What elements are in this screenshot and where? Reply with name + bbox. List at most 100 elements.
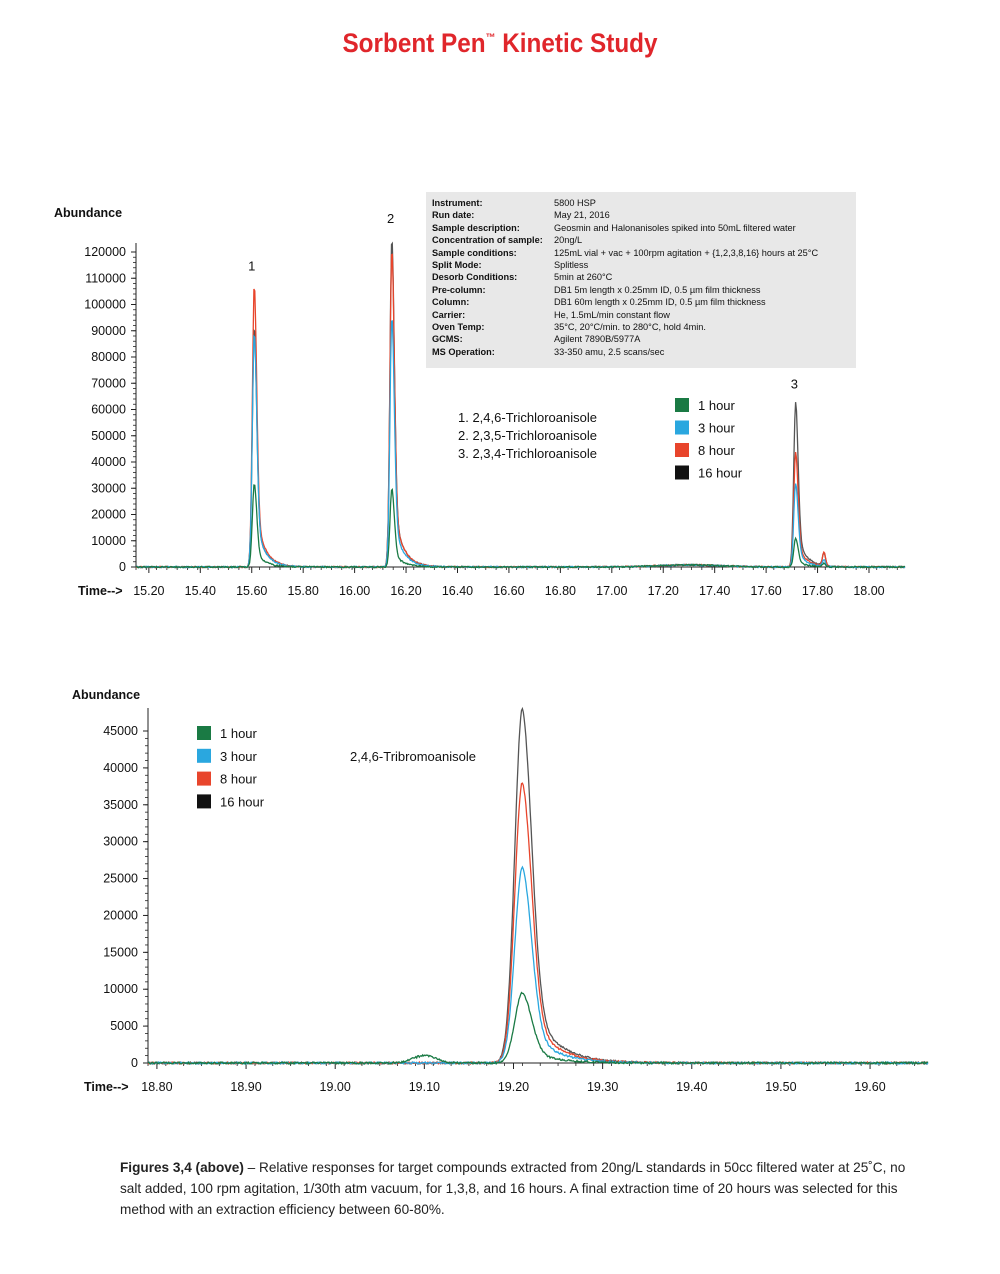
x-tick-label: 16.40: [442, 584, 473, 598]
legend-swatch: [675, 398, 689, 412]
x-tick-label: 18.90: [230, 1080, 261, 1094]
info-key: Concentration of sample:: [432, 235, 543, 246]
info-key: Column:: [432, 297, 470, 308]
info-row: Sample conditions: 125mL vial + vac + 100…: [426, 247, 856, 259]
y-tick-label: 30000: [91, 481, 126, 495]
y-tick-label: 20000: [103, 908, 138, 922]
info-value: Splitless: [554, 260, 589, 271]
info-key: Desorb Conditions:: [432, 272, 518, 283]
legend-swatch: [675, 465, 689, 480]
info-row: Pre-column: DB1 5m length x 0.25mm ID, 0.…: [426, 284, 856, 296]
y-tick-label: 35000: [103, 798, 138, 812]
y-tick-label: 80000: [91, 350, 126, 364]
x-tick-label: 19.00: [320, 1080, 351, 1094]
series-line-16-hour: [147, 706, 929, 1066]
info-row: MS Operation: 33-350 amu, 2.5 scans/sec: [426, 346, 856, 358]
caption-label: Figures 3,4 (above): [120, 1160, 244, 1175]
y-tick-label: 110000: [85, 271, 126, 285]
info-row: Run date: May 21, 2016: [426, 209, 856, 221]
chromatogram-trichloroanisoles: 0 10000 20000 30000 40000 50000 60000 70000 8000…: [54, 206, 906, 598]
x-tick-label: 16.60: [493, 584, 524, 598]
info-row: GCMS: Agilent 7890B/5977A: [426, 333, 856, 345]
x-tick-label: 19.20: [498, 1080, 529, 1094]
info-key: Sample conditions:: [432, 247, 517, 258]
legend-label: 16 hour: [220, 794, 265, 809]
y-tick-label: 70000: [91, 376, 126, 390]
page-title: Sorbent Pen™ Kinetic Study: [342, 28, 658, 58]
info-key: Instrument:: [432, 198, 483, 208]
info-key: Split Mode:: [432, 260, 482, 271]
y-tick-label: 0: [131, 1056, 138, 1070]
x-tick-label: 17.80: [802, 584, 833, 598]
y-tick-label: 20000: [91, 508, 126, 522]
y-axis-title: Abundance: [72, 688, 140, 702]
info-row: Sample description: Geosmin and Halonanis…: [426, 222, 856, 234]
legend-label: 16 hour: [698, 466, 743, 481]
info-row: Oven Temp: 35°C, 20°C/min. to 280°C, hold…: [426, 321, 856, 333]
legend-swatch: [197, 771, 211, 786]
y-tick-label: 10000: [103, 982, 138, 996]
x-tick-label: 19.30: [587, 1080, 618, 1094]
x-tick-label: 19.50: [765, 1080, 796, 1094]
y-tick-label: 90000: [91, 324, 126, 338]
x-tick-label: 19.40: [676, 1080, 707, 1094]
legend-label: 8 hour: [698, 443, 736, 458]
info-row: Concentration of sample: 20ng/L: [426, 234, 856, 246]
info-value: DB1 60m length x 0.25mm ID, 0.5 µm film …: [554, 297, 766, 308]
info-key: GCMS:: [432, 334, 463, 345]
x-axis-title: Time-->: [78, 584, 123, 598]
info-key: Oven Temp:: [432, 322, 485, 333]
series-line-3-hour: [147, 865, 929, 1066]
legend-label: 1 hour: [698, 398, 736, 413]
info-value: 5min at 260°C: [554, 272, 613, 283]
x-tick-label: 16.00: [339, 584, 370, 598]
info-key: Pre-column:: [432, 284, 486, 295]
legend-swatch: [675, 443, 689, 457]
chart-title: 2,4,6-Tribromoanisole: [350, 749, 476, 764]
info-row: Instrument: 5800 HSP: [426, 197, 856, 209]
x-tick-label: 18.00: [853, 584, 884, 598]
y-tick-label: 40000: [91, 455, 126, 469]
instrument-info-box: Instrument: 5800 HSP Run date: May 21, 2016…: [426, 192, 856, 368]
info-value: May 21, 2016: [554, 210, 610, 221]
legend-swatch: [197, 726, 211, 740]
peak-label: 1: [248, 258, 255, 273]
legend-label: 1 hour: [220, 726, 258, 741]
legend-swatch: [197, 748, 211, 763]
y-tick-label: 5000: [110, 1019, 138, 1033]
info-value: 5800 HSP: [554, 198, 596, 208]
info-key: MS Operation:: [432, 346, 495, 357]
x-tick-label: 15.20: [133, 584, 164, 598]
y-tick-label: 100000: [84, 298, 126, 312]
y-tick-label: 45000: [103, 724, 138, 738]
x-tick-label: 16.80: [545, 584, 576, 598]
info-value: Agilent 7890B/5977A: [554, 334, 641, 345]
x-tick-label: 17.60: [750, 584, 781, 598]
info-value: He, 1.5mL/min constant flow: [554, 309, 670, 320]
info-key: Carrier:: [432, 309, 466, 320]
series-line-8-hour: [147, 782, 929, 1066]
series-line-1-hour: [135, 484, 906, 569]
x-tick-label: 15.80: [288, 584, 319, 598]
x-tick-label: 17.00: [596, 584, 627, 598]
y-axis-title: Abundance: [54, 206, 122, 220]
info-value: 20ng/L: [554, 235, 583, 246]
y-tick-label: 30000: [103, 835, 138, 849]
compound-label: 2. 2,3,5-Trichloroanisole: [458, 428, 597, 443]
legend-label: 3 hour: [220, 749, 258, 764]
x-tick-label: 19.60: [854, 1080, 885, 1094]
x-tick-label: 17.40: [699, 584, 730, 598]
info-value: 33-350 amu, 2.5 scans/sec: [554, 346, 665, 357]
chromatogram-tribromoanisole: 0 5000 10000 15000 20000 25000 30000 35000 40000…: [72, 688, 929, 1094]
y-tick-label: 10000: [91, 534, 126, 548]
peak-label: 3: [791, 377, 798, 392]
legend-swatch: [675, 420, 689, 435]
figure-caption: Figures 3,4 (above) – Relative responses…: [120, 1157, 920, 1220]
x-axis-title: Time-->: [84, 1080, 129, 1094]
info-row: Split Mode: Splitless: [426, 259, 856, 271]
info-row: Column: DB1 60m length x 0.25mm ID, 0.5 µ…: [426, 296, 856, 308]
x-tick-label: 15.60: [236, 584, 267, 598]
x-tick-label: 18.80: [141, 1080, 172, 1094]
info-value: 35°C, 20°C/min. to 280°C, hold 4min.: [554, 322, 706, 333]
y-tick-label: 60000: [91, 403, 126, 417]
